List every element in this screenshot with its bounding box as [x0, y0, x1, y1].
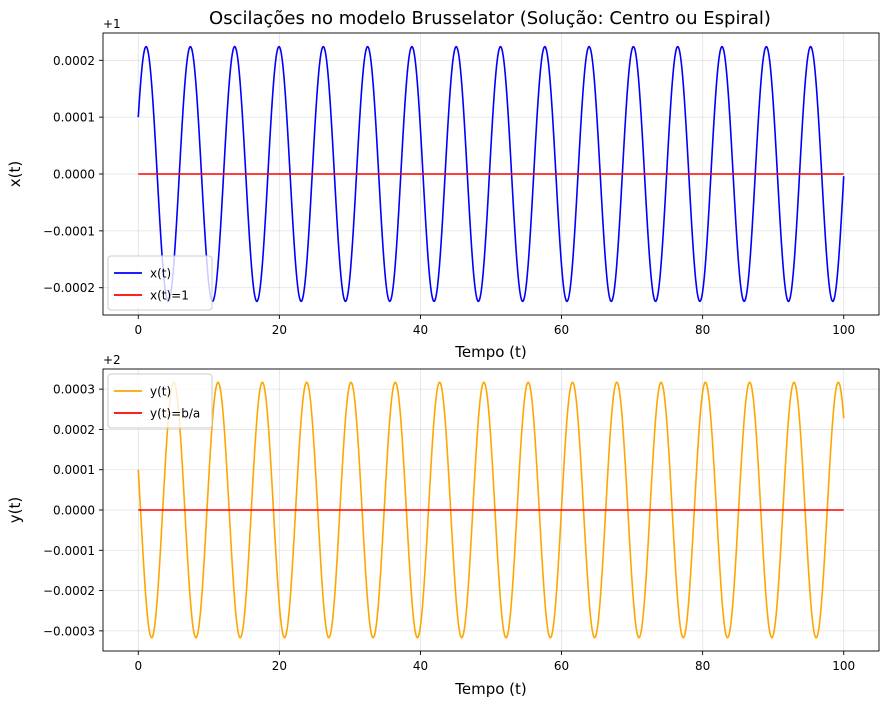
legend-box [107, 255, 213, 311]
x-tick-label: 0 [134, 323, 142, 337]
y-tick-label: 0.0000 [53, 504, 95, 518]
y-axis-label: y(t) [6, 497, 24, 523]
x-axis-label: Tempo (t) [454, 343, 527, 361]
series-line-1 [137, 45, 845, 303]
x-tick-label: 80 [695, 659, 710, 673]
x-tick-label: 20 [272, 659, 287, 673]
y-tick-label: 0.0001 [53, 111, 95, 125]
chart-title: Oscilações no modelo Brusselator (Soluçã… [209, 8, 771, 29]
y-tick-label: 0.0002 [53, 423, 95, 437]
x-tick-label: 60 [554, 323, 569, 337]
y-tick-label: −0.0003 [43, 624, 95, 638]
x-axis-label: Tempo (t) [454, 680, 527, 698]
y-tick-label: 0.0002 [53, 54, 95, 68]
y-tick-label: 0.0000 [53, 168, 95, 182]
x-tick-label: 40 [413, 659, 428, 673]
y-tick-label: 0.0003 [53, 383, 95, 397]
x-tick-label: 60 [554, 659, 569, 673]
y-offset-text: +1 [103, 17, 121, 31]
x-tick-label: 40 [413, 323, 428, 337]
subplot-x: 0 20 40 60 80 100 −0.0002 −0.0001 0.0000 0.0001 0.… [6, 17, 880, 361]
legend-entry-label: y(t) [150, 385, 171, 399]
y-tick-label: −0.0001 [43, 544, 95, 558]
x-tick-label: 0 [134, 659, 142, 673]
y-tick-label: −0.0002 [43, 584, 95, 598]
y-tick-label: −0.0001 [43, 224, 95, 238]
subplot-y: 0 20 40 60 80 100 −0.0003 −0.0002 −0.0001 0.0000 0… [6, 353, 880, 698]
legend-entry-label: x(t)=1 [150, 289, 189, 303]
legend-box [107, 373, 213, 429]
y-offset-text: +2 [103, 353, 121, 367]
legend-entry-label: x(t) [150, 267, 171, 281]
x-tick-label: 20 [272, 323, 287, 337]
x-tick-label: 80 [695, 323, 710, 337]
y-axis-label: x(t) [6, 161, 24, 187]
y-tick-label: −0.0002 [43, 281, 95, 295]
x-tick-label: 100 [832, 659, 855, 673]
legend-entry-label: y(t)=b/a [150, 407, 200, 421]
series-line-1 [137, 381, 845, 639]
x-tick-label: 100 [832, 323, 855, 337]
y-tick-label: 0.0001 [53, 463, 95, 477]
